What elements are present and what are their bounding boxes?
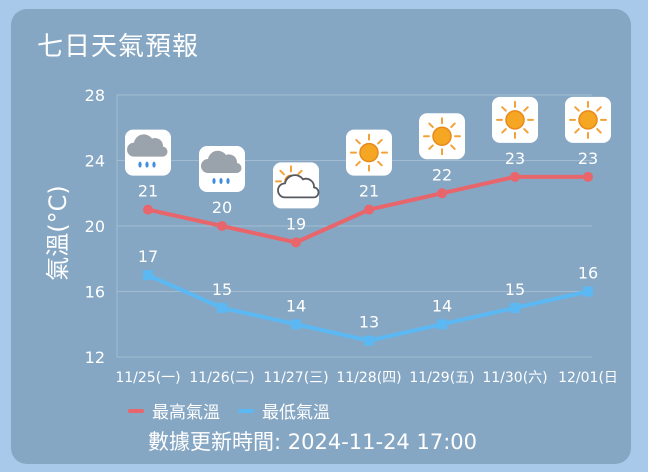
sun-icon [346,129,392,176]
point-low [291,319,301,330]
point-high [143,204,153,215]
data-label-high: 23 [505,149,525,168]
legend-label-high: 最高氣溫 [152,403,220,423]
forecast-card [11,9,631,464]
legend: 最高氣溫 最低氣溫 [128,398,348,423]
point-low [510,302,520,313]
x-tick-label: 11/30(六) [482,370,547,386]
legend-swatch-low [238,408,254,413]
x-tick-label: 11/28(四) [336,370,401,386]
data-label-low: 16 [578,264,598,283]
point-low [364,335,374,346]
y-tick-label: 20 [85,217,105,236]
page-title: 七日天氣預報 [37,32,200,62]
point-high [437,188,447,199]
data-label-high: 22 [432,165,452,184]
legend-label-low: 最低氣溫 [262,403,330,423]
point-low [217,302,227,313]
y-axis-label: 氣溫(°C) [44,185,72,280]
y-tick-label: 28 [85,86,105,105]
point-low [437,319,447,330]
data-label-low: 14 [286,296,306,315]
point-high [217,221,227,231]
legend-swatch-high [128,408,144,413]
point-high [291,237,301,248]
data-label-low: 14 [432,296,452,315]
sun-icon [419,113,465,160]
legend-item-low[interactable]: 最低氣溫 [238,398,330,423]
rain-cloud-icon [199,146,245,192]
data-label-low: 15 [212,280,232,299]
data-label-low: 15 [505,280,525,299]
point-low [583,286,593,297]
data-label-high: 21 [359,182,379,201]
data-label-low: 17 [138,247,158,266]
x-tick-label: 11/29(五) [409,370,474,386]
data-label-high: 19 [286,214,306,233]
sun-icon [565,96,611,143]
y-tick-label: 24 [85,152,105,171]
partly-cloudy-icon [273,162,320,209]
data-label-high: 20 [212,198,232,217]
x-tick-label: 11/26(二) [189,370,254,386]
rain-cloud-icon [125,129,171,176]
update-time: 數據更新時間: 2024-11-24 17:00 [148,430,477,454]
point-high [583,171,593,182]
data-label-high: 21 [138,182,158,201]
sun-icon [492,96,538,143]
x-tick-label: 12/01(日 [558,370,618,386]
point-high [510,171,520,182]
point-low [143,270,153,281]
data-label-low: 13 [359,313,379,332]
data-label-high: 23 [578,149,598,168]
point-high [364,204,374,215]
y-tick-label: 16 [85,283,105,302]
x-tick-label: 11/25(一) [115,370,180,386]
y-tick-label: 12 [85,348,105,367]
x-tick-label: 11/27(三) [263,370,328,386]
legend-item-high[interactable]: 最高氣溫 [128,398,220,423]
